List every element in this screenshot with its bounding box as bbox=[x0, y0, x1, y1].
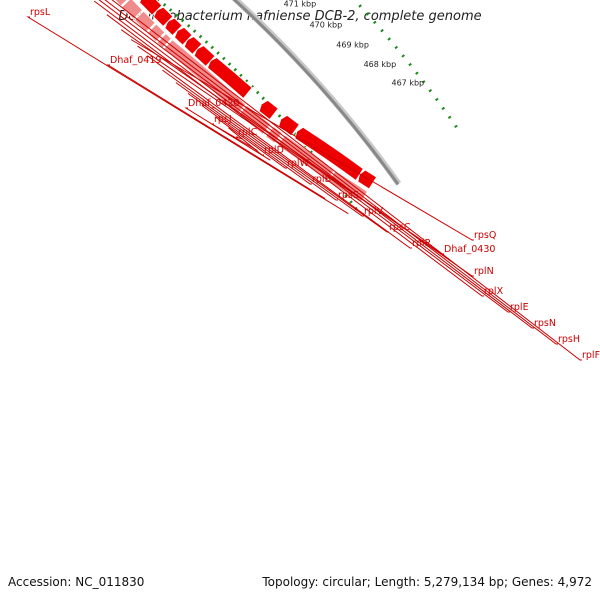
genome-summary: Topology: circular; Length: 5,279,134 bp… bbox=[262, 575, 592, 589]
reverse-gene bbox=[164, 17, 183, 37]
gene-label: rplB bbox=[312, 174, 331, 185]
reverse-gene bbox=[138, 0, 163, 17]
reverse-gene bbox=[153, 6, 174, 28]
label-leader-line bbox=[106, 64, 326, 200]
label-leader-line bbox=[210, 123, 258, 151]
label-leader-line bbox=[228, 127, 264, 156]
forward-gene bbox=[327, 170, 369, 204]
scale-tick-label: 469 kbp bbox=[336, 41, 369, 50]
label-leader-line bbox=[98, 0, 534, 329]
label-leader-line bbox=[93, 0, 510, 313]
label-leader-line bbox=[111, 0, 582, 361]
label-leader-line bbox=[175, 82, 364, 217]
gene-label: rplW bbox=[287, 158, 310, 169]
gene-label: rplN bbox=[474, 266, 494, 277]
gene-label: rpsH bbox=[558, 334, 580, 345]
reverse-gene bbox=[278, 114, 301, 137]
label-leader-line bbox=[120, 29, 474, 277]
forward-gene bbox=[264, 125, 283, 144]
label-leader-line bbox=[235, 136, 243, 140]
gene-label: rpsL bbox=[30, 7, 51, 18]
gene-label: Dhaf_0420 bbox=[188, 98, 239, 109]
forward-gene bbox=[114, 0, 128, 7]
reverse-gene bbox=[357, 169, 378, 190]
backbone bbox=[232, 0, 400, 186]
reverse-gene bbox=[258, 99, 279, 121]
label-leader-line bbox=[201, 105, 312, 185]
forward-gene bbox=[120, 0, 144, 20]
reverse-gene bbox=[173, 26, 193, 46]
label-leader-line bbox=[104, 0, 558, 345]
label-leader-line bbox=[26, 16, 349, 215]
label-leader-line bbox=[187, 92, 338, 201]
label-leader-line bbox=[147, 55, 412, 249]
label-leader-line bbox=[184, 107, 271, 161]
reverse-gene bbox=[136, 0, 140, 2]
reverse-gene bbox=[193, 44, 216, 68]
reverse-gene bbox=[206, 56, 253, 100]
gene-label: rplE bbox=[510, 302, 529, 313]
gene-label: rplX bbox=[484, 286, 504, 297]
map-title: Desulfitobacterium hafniense DCB-2, comp… bbox=[118, 9, 482, 24]
gene-label: rplC bbox=[238, 127, 258, 138]
scale-tick-label: 468 kbp bbox=[364, 60, 397, 69]
gene-label: rplF bbox=[582, 350, 600, 361]
gene-label: Dhaf_0419 bbox=[110, 55, 161, 66]
label-leader-line bbox=[215, 116, 287, 169]
reverse-gene bbox=[183, 35, 203, 56]
gene-label: rpsJ bbox=[214, 114, 232, 125]
gene-label: rpsN bbox=[534, 318, 556, 329]
scale-tick-label: 470 kbp bbox=[310, 21, 343, 30]
accession-text: Accession: NC_011830 bbox=[8, 575, 145, 589]
label-leader-line bbox=[106, 14, 484, 297]
scale-tick-label: 467 kbp bbox=[392, 79, 425, 88]
forward-gene bbox=[146, 23, 166, 43]
scale-tick-label: 471 kbp bbox=[284, 0, 317, 9]
reverse-gene bbox=[294, 126, 365, 182]
gene-label: rpsQ bbox=[474, 230, 496, 241]
gene-label: Dhaf_0430 bbox=[444, 244, 495, 255]
